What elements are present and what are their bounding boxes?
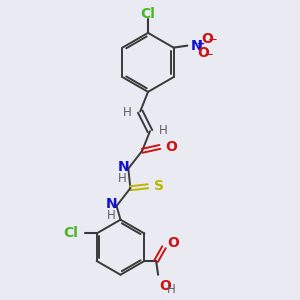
Text: S: S xyxy=(154,179,164,193)
Text: +: + xyxy=(197,39,205,49)
Text: H: H xyxy=(107,209,116,222)
Text: Cl: Cl xyxy=(63,226,78,241)
Text: H: H xyxy=(123,106,131,119)
Text: O: O xyxy=(159,279,171,293)
Text: O: O xyxy=(167,236,179,250)
Text: O: O xyxy=(201,32,213,46)
Text: −: − xyxy=(208,33,218,46)
Text: O: O xyxy=(166,140,178,154)
Text: H: H xyxy=(118,172,126,184)
Text: O: O xyxy=(197,46,209,59)
Text: −: − xyxy=(204,48,214,61)
Text: H: H xyxy=(159,124,168,137)
Text: H: H xyxy=(167,283,176,296)
Text: N: N xyxy=(106,197,118,211)
Text: N: N xyxy=(118,160,129,174)
Text: N: N xyxy=(190,39,202,52)
Text: Cl: Cl xyxy=(141,7,155,21)
